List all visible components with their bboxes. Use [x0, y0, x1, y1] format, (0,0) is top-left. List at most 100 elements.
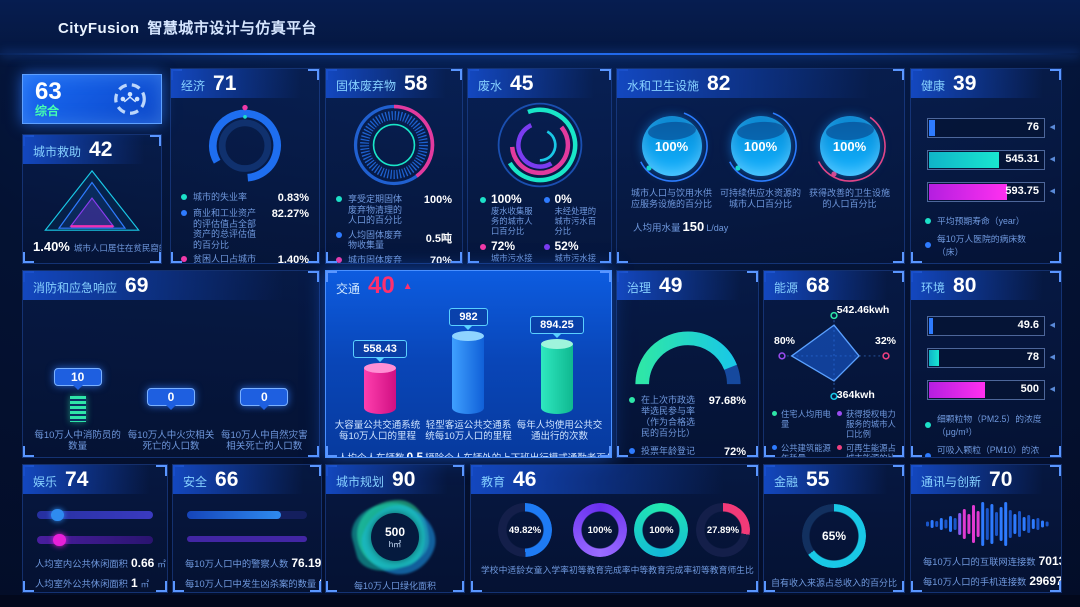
app-subtitle: 智慧城市设计与仿真平台 [147, 20, 317, 37]
legend-item: 可再生能源占城市能源的比重 [837, 443, 896, 457]
panel-environment[interactable]: 环境 80 49.6 ◀ 78 ◀ 500 ◀ 细颗粒物（PM2.5）的浓度（μ… [910, 270, 1062, 458]
donut-value: 100% [649, 524, 674, 536]
panel-water-sanitation[interactable]: 水和卫生设施 82 100% 城市人口与饮用水供应服务设施的百分比 [616, 68, 905, 264]
legend-item: 获得授权电力服务的城市人口比例 [837, 409, 896, 439]
value-tooltip: 0 [146, 388, 195, 410]
donut-label: 中等教育完成率 [630, 565, 693, 575]
economy-donut-chart [209, 104, 281, 182]
finance-donut: 65% [802, 504, 866, 568]
bar-physicians[interactable]: 593.75 ◀ [927, 182, 1055, 202]
panel-urban-planning[interactable]: 城市规划 90 500 h㎡ 每10万人口绿化面积 [325, 464, 465, 593]
slider-handle-icon[interactable]: ◀ [1049, 188, 1055, 195]
panel-title: 经济 [181, 79, 206, 93]
stat-value: 0.92 [319, 576, 321, 590]
panel-traffic[interactable]: 交通 40 ▲ 558.43 982 894.25 大容量公共交通系统每10万人… [325, 270, 612, 458]
legend-value: 72% [723, 446, 746, 458]
slider-handle-icon[interactable]: ◀ [1049, 156, 1055, 163]
panel-score: 40 [368, 272, 395, 299]
slider-handle-icon[interactable]: ◀ [1049, 124, 1055, 131]
bar-pm10[interactable]: 78 ◀ [927, 348, 1055, 368]
panel-education[interactable]: 教育 46 49.82% 学校中适龄女童入学率 100% 初等教育完成率 100… [470, 464, 759, 593]
fire-metric: 0 每10万人中自然灾害相关死亡的人口数 [218, 304, 311, 454]
panel-communication[interactable]: 通讯与创新 70 每10万人口的互联网连接数7013.78次 每10万人口的手机… [910, 464, 1062, 593]
legend-item: 城市固体废弃物循环再利用比例 70% [326, 255, 462, 263]
gauge-label: 城市人口与饮用水供应服务设施的百分比 [630, 188, 712, 209]
metric-label: 每10万人口绿化面积 [353, 581, 436, 591]
bar-value: 76 [1026, 121, 1039, 133]
legend-item: 城市的失业率 0.83% [171, 192, 319, 204]
bar-pm25[interactable]: 49.6 ◀ [927, 316, 1055, 336]
legend-dot [772, 445, 777, 451]
slider-handle-icon[interactable]: ◀ [1049, 354, 1055, 361]
city-aid-stat: 1.40%城市人口居住在贫民窟的比例 [23, 238, 161, 256]
bar-hospital-beds[interactable]: 545.31 ◀ [927, 150, 1055, 170]
bar-value: 49.6 [1017, 319, 1039, 331]
slider-knob[interactable] [53, 534, 67, 546]
legend-dot [336, 256, 342, 263]
donut-label: 初等教育师生比 [692, 565, 754, 575]
composite-score-card[interactable]: 63 综合 [22, 74, 162, 124]
outdoor-leisure-slider[interactable] [37, 534, 153, 546]
gauge-value: 100% [654, 138, 689, 154]
composite-label: 综合 [35, 104, 60, 118]
slider-knob[interactable] [50, 509, 64, 521]
item-label: 城市污水接受二级治理的比例 [554, 253, 597, 264]
panel-wastewater[interactable]: 废水 45 100% 废水收集服务的城市人口百分比 0% 未经处理的城市污水百分… [467, 68, 612, 264]
panel-score: 55 [806, 468, 830, 491]
panel-health[interactable]: 健康 39 76 ◀ 545.31 ◀ 593.75 ◀ 平均预期寿命（year… [910, 68, 1062, 264]
panel-title: 金融 [774, 475, 799, 489]
panel-fire-emergency[interactable]: 消防和应急响应 69 10 每10万人中消防员的数量 0 每10万人中火灾相关死… [22, 270, 320, 458]
waveform-chart [926, 502, 1049, 546]
value-tooltip: 894.25 [530, 316, 584, 338]
education-donut: 100% 中等教育完成率 [630, 503, 693, 576]
stat-value: 150 [682, 219, 705, 234]
panel-finance[interactable]: 金融 55 65% 自有收入来源占总收入的百分比 [763, 464, 905, 593]
panel-title: 治理 [627, 281, 652, 295]
slider-handle-icon[interactable]: ◀ [1049, 322, 1055, 329]
bar-greenhouse-gas[interactable]: 500 ◀ [927, 380, 1055, 400]
fire-metric: 10 每10万人中消防员的数量 [31, 304, 124, 454]
bar-value: 545.31 [1005, 153, 1039, 165]
donut-value: 65% [821, 529, 847, 543]
stat-label: 除个人车辆外的上下班出行模式通勤者百分比 [435, 453, 611, 457]
panel-solid-waste[interactable]: 固体废弃物 58 享受定期固体废弃物清理的人口的百分比 100% 人均固体废弃物收… [325, 68, 463, 264]
stat-value: 1 [130, 576, 138, 590]
panel-score: 68 [806, 274, 830, 297]
triangle-chart [44, 169, 140, 231]
legend-dot [181, 194, 187, 200]
panel-entertainment[interactable]: 娱乐 74 人均室内公共休闲面积 0.66 ㎡ 人均室外公共休闲面积 1 ㎡ [22, 464, 168, 593]
legend-label: 城市的失业率 [193, 192, 248, 202]
bar-life-expectancy[interactable]: 76 ◀ [927, 118, 1055, 138]
slider-handle-icon[interactable]: ◀ [1049, 386, 1055, 393]
panel-title: 交通 [336, 282, 361, 296]
legend-dot [772, 411, 777, 416]
panel-city-aid[interactable]: 城市救助 42 1.40%城市人口居住在贫民窟的比例 [22, 134, 162, 264]
legend-item: 在上次市政选举选民参与率（作为合格选民的百分比） 97.68% [617, 395, 758, 439]
homicide-progress-bar [187, 536, 307, 542]
panel-energy[interactable]: 能源 68 542.46kwh 80% 32% 364kwh 住宅人均用电量 获… [763, 270, 905, 458]
gauge-value: 100% [832, 138, 867, 154]
legend-label: 住宅人均用电量 [781, 409, 831, 429]
cylinder-metric: 558.43 [353, 340, 407, 414]
panel-economy[interactable]: 经济 71 城市的失业率 0.83% 商业和工业资产的评估值占全部资产的总评估值的… [170, 68, 320, 264]
panel-governance[interactable]: 治理 49 在上次市政选举选民参与率（作为合格选民的百分比） 97.68% 投票年… [616, 270, 759, 458]
panel-title: 水和卫生设施 [627, 79, 700, 93]
panel-score: 39 [953, 72, 977, 95]
stat-line: 每10万人口的互联网连接数7013.78次 [911, 554, 1061, 568]
stat-label: 人均室内公共休闲面积 [35, 559, 128, 569]
legend-label: 商业和工业资产的评估值占全部资产的总评估值的百分比 [193, 208, 257, 250]
stat-value: 0.66 [130, 556, 155, 570]
legend-label: 可再生能源占城市能源的比重 [846, 443, 896, 457]
hub-icon [114, 83, 146, 115]
top-bar: CityFusion 智慧城市设计与仿真平台 [0, 0, 1080, 53]
legend-item: 细颗粒物（PM2.5）的浓度（μg/m³） [911, 412, 1061, 438]
traffic-footnote: 除个人车辆外的上下班出行模式通勤者百分比0.6999% [435, 450, 611, 457]
indoor-leisure-slider[interactable] [37, 509, 153, 521]
liquid-gauge: 100% 可持续供应水资源的城市人口百分比 [717, 108, 805, 209]
legend-value: 0.5吨 [425, 232, 452, 245]
stat-label: 人均用水量 [633, 223, 681, 234]
legend-value: 0.83% [277, 192, 309, 204]
wastewater-item: 72% 城市污水接受初步治理的比例 [480, 239, 536, 263]
